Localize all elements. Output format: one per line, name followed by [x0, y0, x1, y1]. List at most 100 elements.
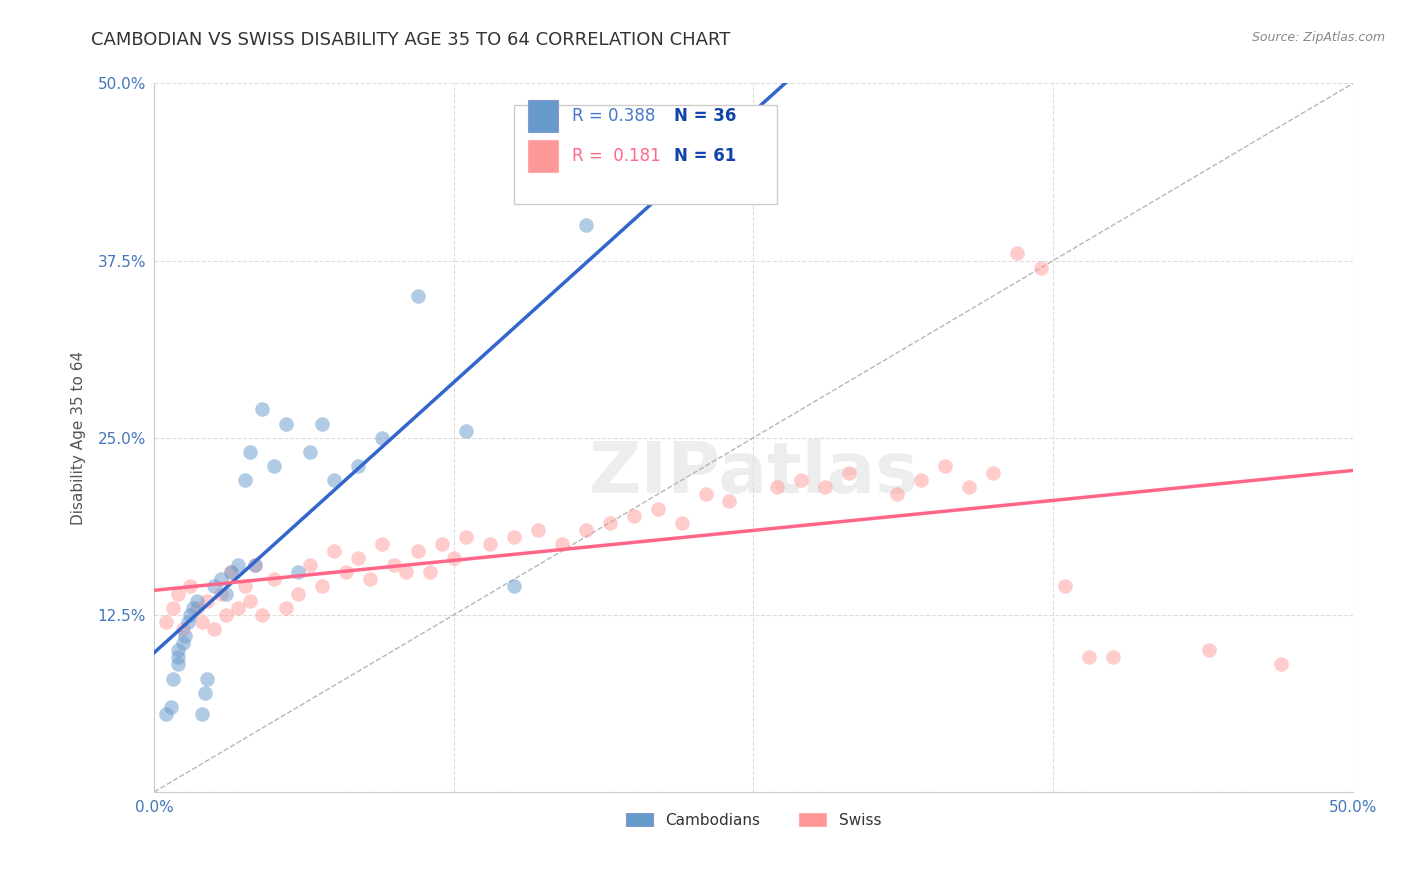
Point	[335, 566, 357, 580]
Y-axis label: Disability Age 35 to 64: Disability Age 35 to 64	[72, 351, 86, 524]
Point	[274, 600, 297, 615]
Point	[1029, 260, 1052, 275]
Point	[209, 586, 232, 600]
Point	[298, 445, 321, 459]
Point	[226, 600, 249, 615]
Point	[167, 657, 190, 672]
Point	[647, 501, 669, 516]
Point	[359, 573, 381, 587]
Point	[243, 558, 266, 573]
Point	[502, 530, 524, 544]
Point	[419, 566, 441, 580]
Point	[406, 544, 429, 558]
Point	[671, 516, 693, 530]
Point	[179, 607, 201, 622]
Point	[195, 672, 218, 686]
Point	[172, 622, 194, 636]
Point	[239, 445, 262, 459]
Text: N = 61: N = 61	[675, 147, 737, 165]
Text: N = 36: N = 36	[675, 107, 737, 125]
Point	[323, 473, 346, 487]
Point	[215, 607, 238, 622]
Point	[250, 607, 273, 622]
Point	[298, 558, 321, 573]
Point	[311, 579, 333, 593]
Point	[160, 700, 183, 714]
Point	[311, 417, 333, 431]
Point	[155, 615, 177, 629]
Point	[395, 566, 418, 580]
Point	[191, 615, 214, 629]
Point	[195, 593, 218, 607]
Text: CAMBODIAN VS SWISS DISABILITY AGE 35 TO 64 CORRELATION CHART: CAMBODIAN VS SWISS DISABILITY AGE 35 TO …	[91, 31, 731, 49]
Point	[233, 473, 256, 487]
Point	[371, 537, 394, 551]
Point	[155, 706, 177, 721]
Point	[575, 523, 598, 537]
Point	[347, 551, 370, 566]
Point	[177, 615, 200, 629]
Point	[526, 523, 548, 537]
Point	[186, 593, 208, 607]
Point	[371, 431, 394, 445]
Point	[575, 218, 598, 232]
Point	[981, 466, 1004, 480]
Point	[202, 622, 225, 636]
Point	[623, 508, 645, 523]
Point	[179, 579, 201, 593]
Point	[838, 466, 860, 480]
Point	[167, 650, 190, 665]
Point	[167, 643, 190, 657]
Point	[287, 566, 309, 580]
Point	[323, 544, 346, 558]
Point	[1198, 643, 1220, 657]
Point	[172, 636, 194, 650]
Point	[347, 458, 370, 473]
Text: R = 0.388: R = 0.388	[572, 107, 655, 125]
FancyBboxPatch shape	[513, 104, 778, 204]
Point	[186, 600, 208, 615]
Point	[599, 516, 621, 530]
Point	[790, 473, 813, 487]
FancyBboxPatch shape	[529, 100, 558, 132]
Point	[814, 480, 837, 494]
Point	[957, 480, 980, 494]
Point	[263, 458, 285, 473]
Point	[454, 530, 477, 544]
Point	[219, 566, 242, 580]
Point	[478, 537, 501, 551]
Point	[382, 558, 405, 573]
FancyBboxPatch shape	[529, 140, 558, 172]
Point	[250, 402, 273, 417]
Point	[454, 424, 477, 438]
Point	[181, 600, 204, 615]
Point	[174, 629, 197, 643]
Point	[167, 586, 190, 600]
Text: R =  0.181: R = 0.181	[572, 147, 661, 165]
Text: Source: ZipAtlas.com: Source: ZipAtlas.com	[1251, 31, 1385, 45]
Point	[219, 566, 242, 580]
Point	[1078, 650, 1101, 665]
Point	[502, 579, 524, 593]
Point	[1102, 650, 1125, 665]
Point	[1054, 579, 1077, 593]
Point	[287, 586, 309, 600]
Point	[430, 537, 453, 551]
Point	[226, 558, 249, 573]
Point	[551, 537, 574, 551]
Point	[274, 417, 297, 431]
Point	[202, 579, 225, 593]
Point	[695, 487, 717, 501]
Text: ZIPatlas: ZIPatlas	[588, 439, 918, 508]
Legend: Cambodians, Swiss: Cambodians, Swiss	[620, 806, 887, 834]
Point	[718, 494, 741, 508]
Point	[406, 289, 429, 303]
Point	[193, 686, 215, 700]
Point	[191, 706, 214, 721]
Point	[209, 573, 232, 587]
Point	[766, 480, 789, 494]
Point	[233, 579, 256, 593]
Point	[1005, 246, 1028, 260]
Point	[910, 473, 932, 487]
Point	[1270, 657, 1292, 672]
